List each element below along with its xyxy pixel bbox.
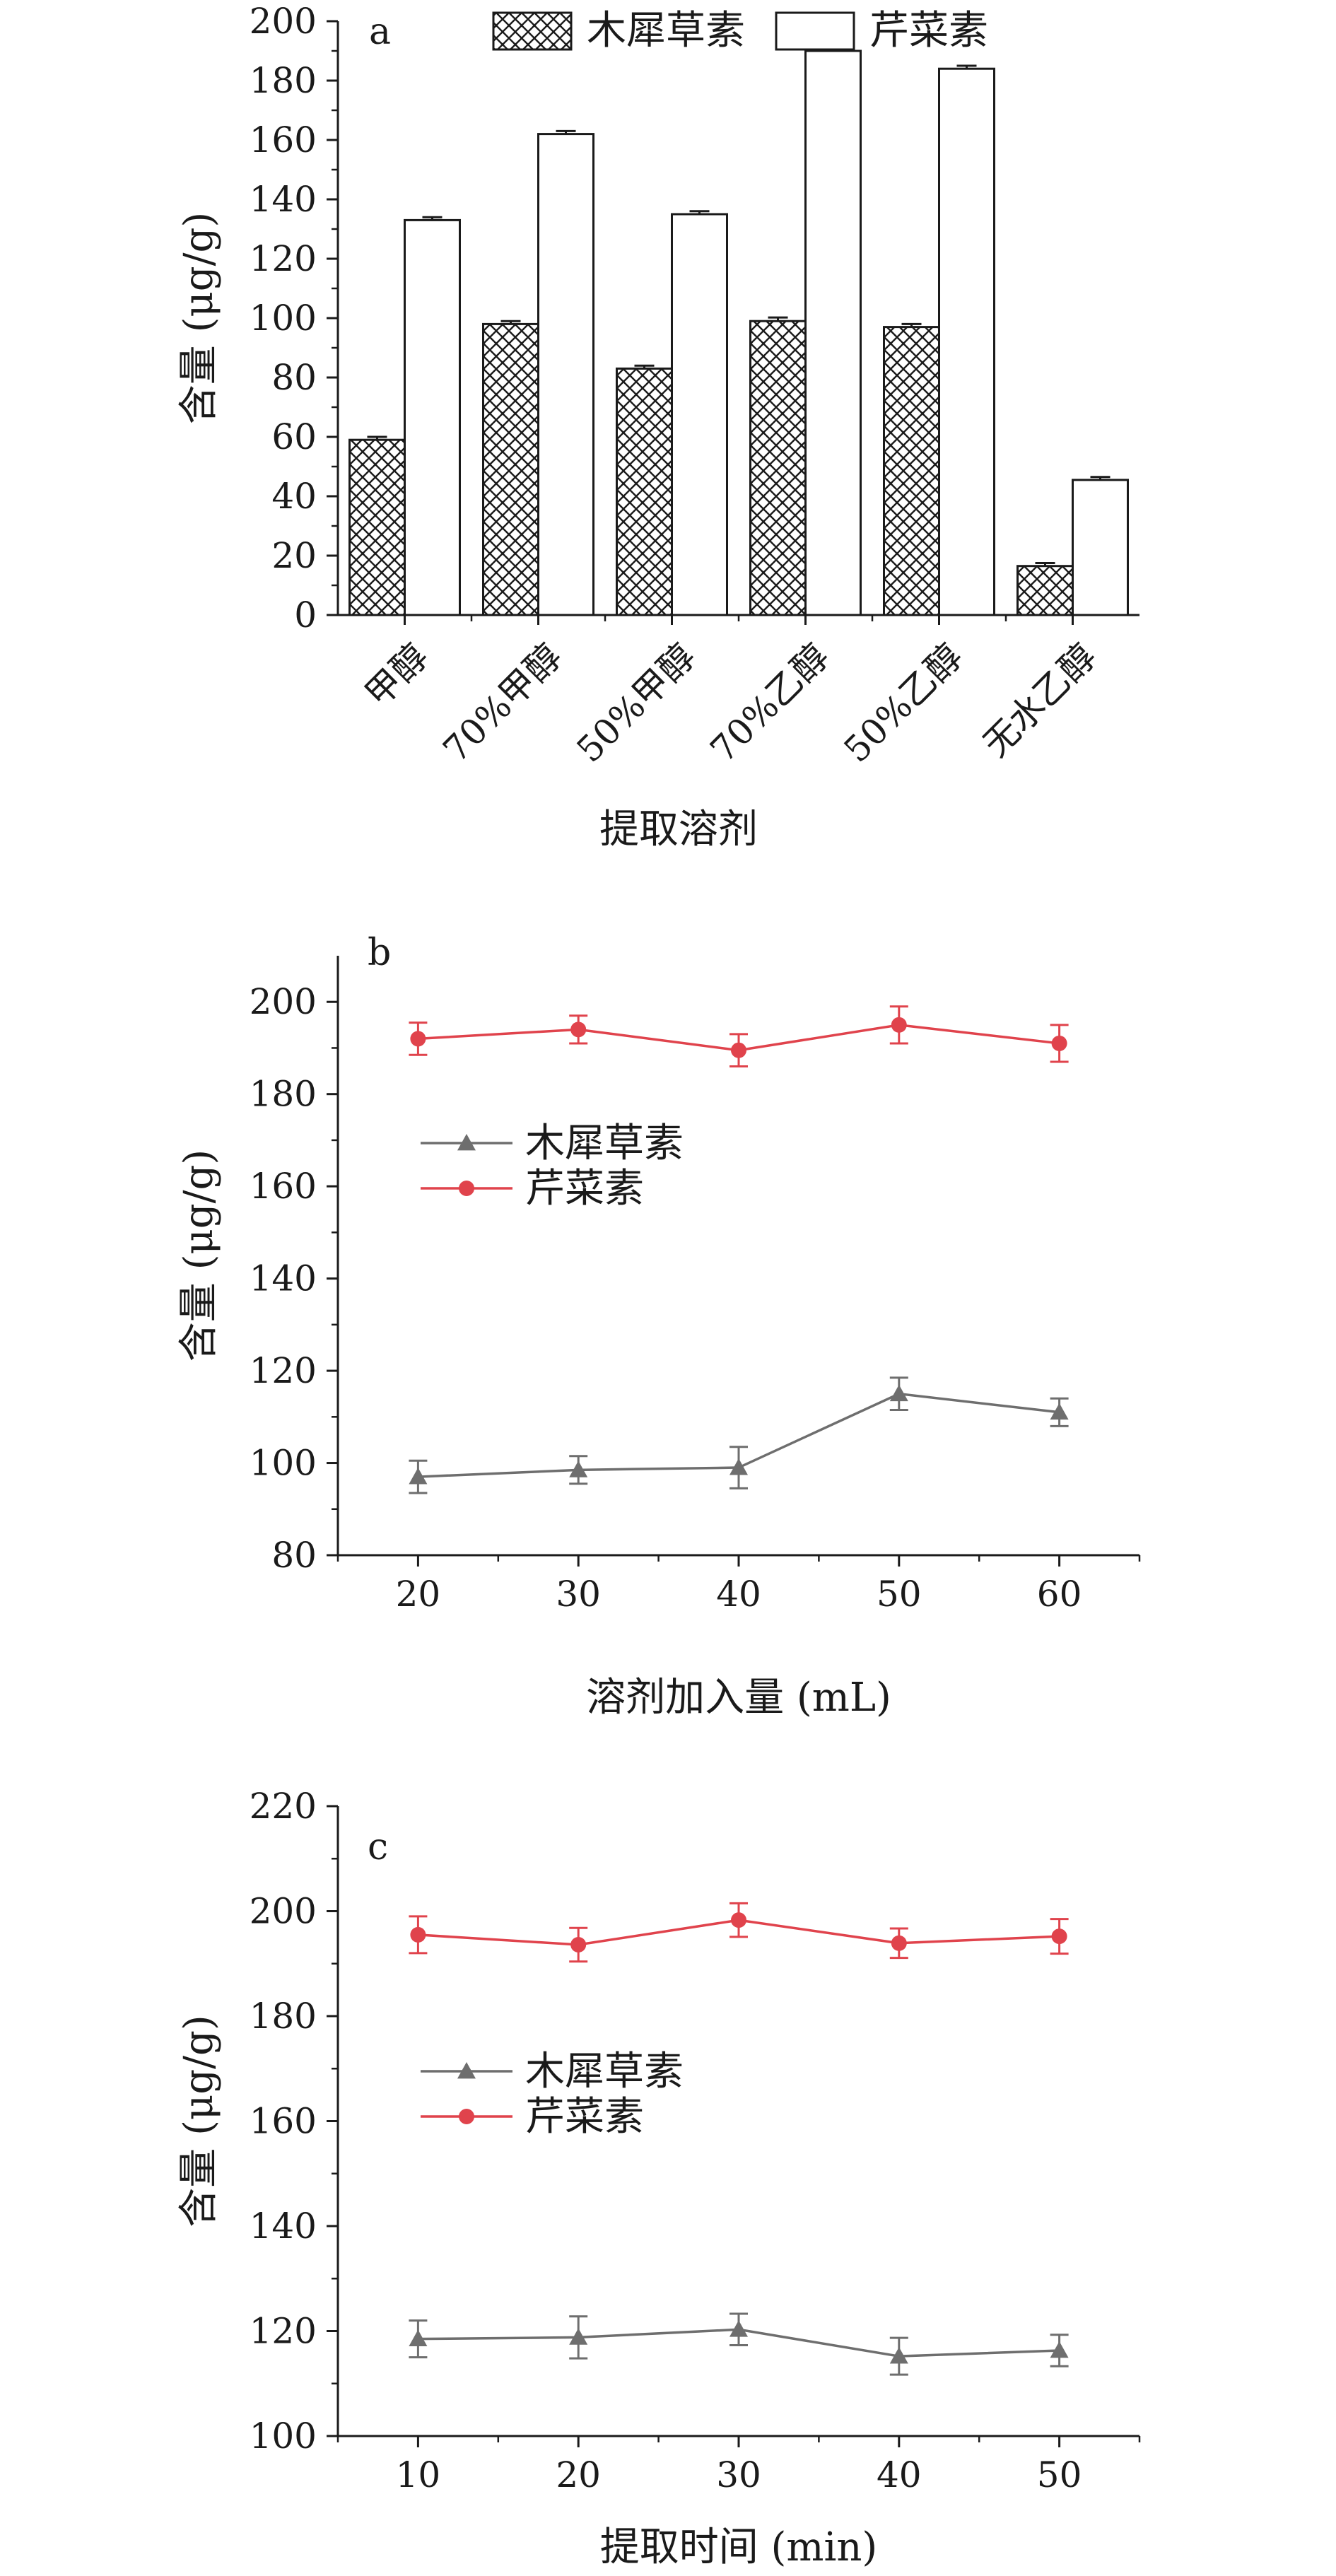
legend-label-luteolin: 木犀草素: [525, 2049, 684, 2095]
data-point-apigenin: [410, 1926, 426, 1943]
data-point-apigenin: [731, 1042, 746, 1058]
data-point-luteolin: [569, 2328, 588, 2345]
panel-label: b: [368, 932, 391, 974]
legend-label-apigenin: 芹菜素: [525, 1166, 644, 1212]
data-point-luteolin: [409, 2329, 428, 2347]
legend-marker-apigenin: [459, 1181, 474, 1196]
x-tick-label: 70%乙醇: [703, 636, 837, 770]
legend-label-apigenin: 芹菜素: [869, 8, 988, 54]
data-point-apigenin: [731, 1912, 746, 1928]
y-tick-label: 120: [250, 1350, 317, 1391]
data-point-apigenin: [570, 1021, 587, 1038]
y-tick-label: 140: [250, 1258, 317, 1299]
y-tick-label: 20: [271, 535, 317, 576]
bar-luteolin: [1016, 565, 1074, 616]
data-point-luteolin: [409, 1468, 428, 1485]
bar-luteolin: [482, 322, 539, 616]
data-point-apigenin: [1051, 1928, 1067, 1945]
bar-luteolin: [616, 367, 673, 616]
bar-apigenin: [404, 218, 461, 616]
x-tick-label: 50: [877, 1574, 922, 1615]
bar-apigenin: [938, 67, 995, 616]
y-axis-title: 含量 (μg/g): [176, 2015, 222, 2227]
bar-apigenin: [671, 213, 728, 616]
x-tick-label: 甲醇: [357, 636, 436, 715]
y-tick-label: 200: [250, 981, 317, 1022]
legend-swatch-apigenin: [775, 11, 855, 51]
data-point-apigenin: [891, 1017, 907, 1033]
data-point-luteolin: [1050, 1403, 1069, 1420]
y-tick-label: 100: [250, 298, 317, 339]
legend-marker-apigenin: [459, 2109, 474, 2124]
data-point-luteolin: [889, 2347, 908, 2364]
legend-label-luteolin: 木犀草素: [587, 8, 745, 54]
y-tick-label: 100: [250, 1443, 317, 1484]
y-tick-label: 100: [250, 2416, 317, 2457]
y-tick-label: 120: [250, 238, 317, 279]
data-point-luteolin: [729, 1458, 748, 1475]
x-tick-label: 60: [1037, 1574, 1082, 1615]
x-tick-label: 无水乙醇: [975, 636, 1104, 764]
x-tick-label: 50%甲醇: [569, 636, 703, 770]
data-point-luteolin: [889, 1384, 908, 1402]
y-tick-label: 160: [250, 119, 317, 160]
y-tick-label: 200: [250, 1891, 317, 1932]
x-tick-label: 40: [716, 1574, 761, 1615]
y-tick-label: 180: [250, 60, 317, 101]
legend-label-luteolin: 木犀草素: [525, 1120, 684, 1166]
data-point-luteolin: [1050, 2341, 1069, 2358]
x-tick-label: 40: [877, 2454, 922, 2495]
y-tick-label: 120: [250, 2311, 317, 2352]
x-tick-label: 50%乙醇: [836, 636, 971, 770]
bar-luteolin: [749, 320, 807, 616]
bar-luteolin: [348, 438, 406, 616]
legend-swatch-luteolin: [492, 11, 573, 51]
y-tick-label: 140: [250, 2206, 317, 2247]
y-tick-label: 200: [250, 1, 317, 42]
data-point-apigenin: [891, 1935, 907, 1951]
x-tick-label: 30: [556, 1574, 601, 1615]
x-tick-label: 30: [716, 2454, 761, 2495]
data-point-luteolin: [569, 1460, 588, 1477]
y-tick-label: 140: [250, 179, 317, 220]
chart-panel-a: 0 20 40 60 80 100 120 140 160 180 200 甲醇70%甲醇50%甲醇7…: [176, 1, 1139, 853]
y-tick-label: 80: [271, 357, 317, 398]
data-point-apigenin: [570, 1937, 587, 1953]
y-tick-label: 0: [294, 595, 317, 636]
bar-apigenin: [537, 133, 594, 616]
y-axis-title: 含量 (μg/g): [176, 1149, 222, 1362]
panel-label: c: [368, 1826, 388, 1868]
bar-apigenin: [1072, 479, 1129, 616]
data-point-luteolin: [729, 2320, 748, 2337]
data-point-apigenin: [410, 1031, 426, 1047]
legend-marker-luteolin: [457, 1134, 476, 1151]
legend-marker-luteolin: [457, 2062, 476, 2079]
x-axis-title: 提取时间 (min): [600, 2524, 878, 2570]
bar-luteolin: [883, 326, 940, 616]
y-tick-label: 180: [250, 1996, 317, 2037]
legend-label-apigenin: 芹菜素: [525, 2094, 644, 2140]
x-tick-label: 10: [396, 2454, 441, 2495]
y-tick-label: 60: [271, 416, 317, 457]
y-axis-title: 含量 (μg/g): [176, 212, 222, 424]
x-tick-label: 20: [556, 2454, 601, 2495]
panel-label: a: [369, 11, 391, 53]
x-tick-label: 70%甲醇: [435, 636, 570, 770]
y-tick-label: 220: [250, 1786, 317, 1827]
data-point-apigenin: [1051, 1035, 1067, 1051]
y-tick-label: 180: [250, 1074, 317, 1115]
x-axis-title: 溶剂加入量 (mL): [586, 1675, 891, 1721]
bar-apigenin: [804, 49, 862, 616]
x-tick-label: 20: [396, 1574, 441, 1615]
y-tick-label: 80: [271, 1535, 317, 1576]
y-tick-label: 160: [250, 2101, 317, 2142]
x-axis-title: 提取溶剂: [599, 807, 758, 853]
y-tick-label: 160: [250, 1166, 317, 1207]
y-tick-label: 40: [271, 476, 317, 517]
x-tick-label: 50: [1037, 2454, 1082, 2495]
